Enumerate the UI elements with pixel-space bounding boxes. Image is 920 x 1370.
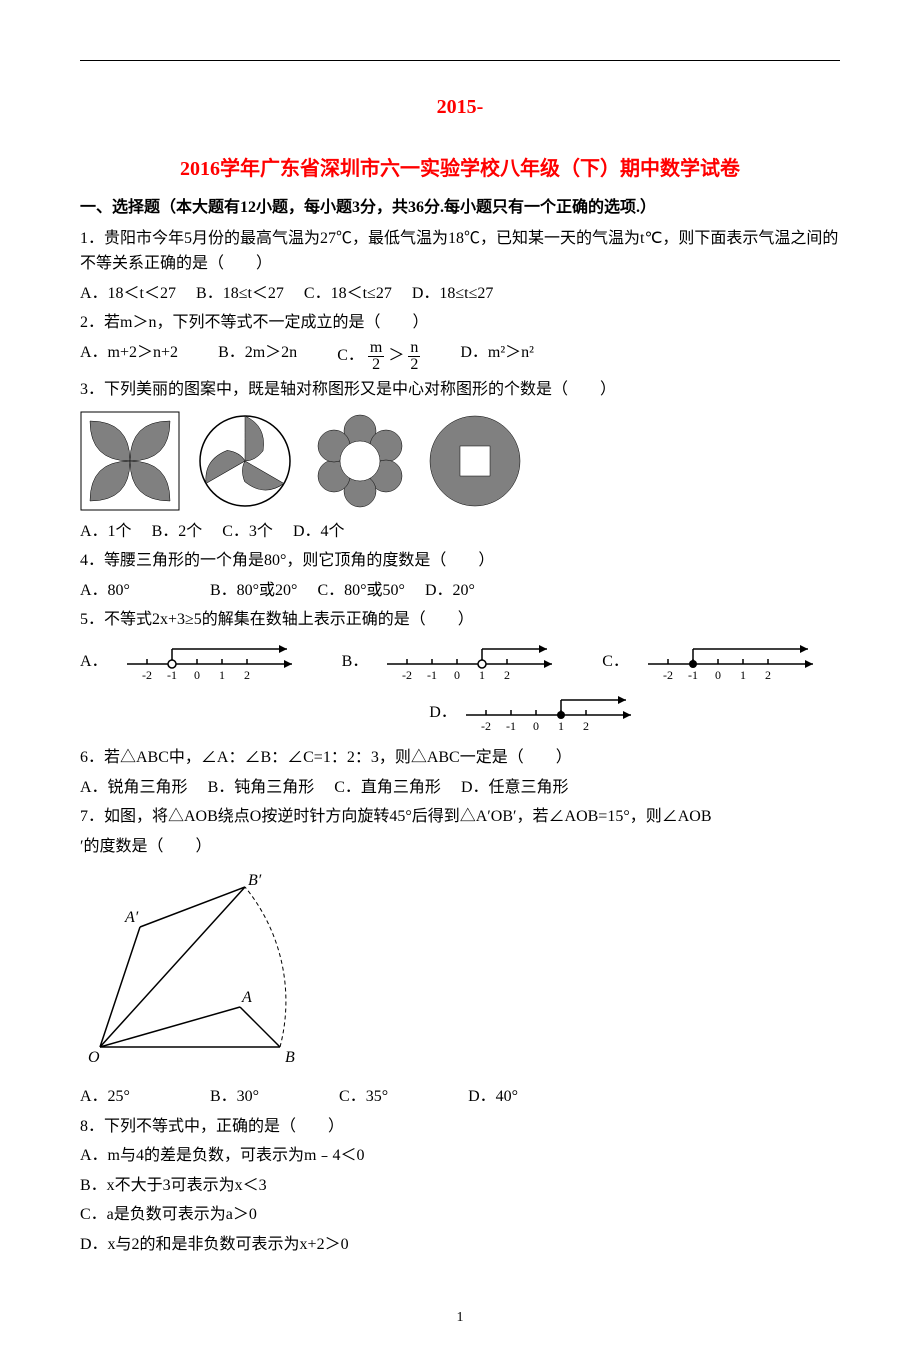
q4-optA: A．80°: [80, 578, 130, 604]
q8-optC: C．a是负数可表示为a＞0: [80, 1202, 840, 1228]
svg-text:0: 0: [715, 668, 721, 682]
svg-text:-2: -2: [402, 668, 412, 682]
svg-text:B′: B′: [248, 872, 262, 889]
svg-text:1: 1: [219, 668, 225, 682]
q4-optD: D．20°: [425, 578, 475, 604]
q2-frac1: m 2: [368, 340, 384, 373]
q7-optB: B．30°: [210, 1084, 259, 1110]
q1-options: A．18＜t＜27 B．18≤t＜27 C．18＜t≤27 D．18≤t≤27: [80, 281, 840, 307]
q4-options: A．80° B．80°或20° C．80°或50° D．20°: [80, 578, 840, 604]
q2-frac2-num: n: [408, 340, 420, 357]
svg-text:-2: -2: [663, 668, 673, 682]
svg-text:2: 2: [244, 668, 250, 682]
q5-labelB: B．: [342, 649, 369, 675]
q7-optC: C．35°: [339, 1084, 388, 1110]
q3-fig4: [425, 411, 525, 511]
q2-optA: A．m+2＞n+2: [80, 340, 178, 373]
q3-figures: [80, 411, 840, 511]
q5-nlC: -2 -1 0 1 2: [643, 639, 823, 684]
q7-text1: 7．如图，将△AOB绕点O按逆时针方向旋转45°后得到△A′OB′，若∠AOB=…: [80, 804, 840, 830]
q4-optC: C．80°或50°: [317, 578, 404, 604]
q1-text: 1．贵阳市今年5月份的最高气温为27℃，最低气温为18℃，已知某一天的气温为t℃…: [80, 226, 840, 277]
q3-optD: D．4个: [293, 519, 345, 545]
q2-frac2: n 2: [408, 340, 420, 373]
q7-figure: O B A A′ B′: [80, 867, 840, 1076]
q7-optD: D．40°: [468, 1084, 518, 1110]
q3-fig1: [80, 411, 180, 511]
svg-text:1: 1: [479, 668, 485, 682]
q4-text: 4．等腰三角形的一个角是80°，则它顶角的度数是（ ）: [80, 548, 840, 574]
q8-optB: B．x不大于3可表示为x＜3: [80, 1173, 840, 1199]
q5-row2: D． -2 -1 0 1 2: [230, 690, 840, 735]
svg-text:O: O: [88, 1049, 100, 1066]
svg-text:-2: -2: [481, 719, 491, 733]
q6-options: A．锐角三角形 B．钝角三角形 C．直角三角形 D．任意三角形: [80, 775, 840, 801]
svg-text:2: 2: [583, 719, 589, 733]
year-prefix: 2015-: [80, 91, 840, 123]
svg-text:A: A: [241, 989, 252, 1006]
q2-optC-prefix: C．: [337, 347, 364, 364]
q7-options: A．25° B．30° C．35° D．40°: [80, 1084, 840, 1110]
svg-text:0: 0: [194, 668, 200, 682]
svg-text:B: B: [285, 1049, 295, 1066]
section-1-header: 一、选择题（本大题有12小题，每小题3分，共36分.每小题只有一个正确的选项.）: [80, 195, 840, 221]
q2-optC: C． m 2 ＞ n 2: [337, 340, 420, 373]
q5-row1: A． -2 -1 0 1 2 B． -2 -1 0 1 2: [80, 639, 840, 684]
q1-optD: D．18≤t≤27: [412, 281, 494, 307]
svg-text:-1: -1: [167, 668, 177, 682]
q8-optD: D．x与2的和是非负数可表示为x+2＞0: [80, 1232, 840, 1258]
q5-nlA: -2 -1 0 1 2: [122, 639, 302, 684]
q2-options: A．m+2＞n+2 B．2m＞2n C． m 2 ＞ n 2 D．m²＞n²: [80, 340, 840, 373]
svg-text:A′: A′: [124, 909, 139, 926]
top-rule: [80, 60, 840, 61]
q3-optC: C．3个: [222, 519, 273, 545]
q2-optD: D．m²＞n²: [460, 340, 534, 373]
q8-optA: A．m与4的差是负数，可表示为m﹣4＜0: [80, 1143, 840, 1169]
page-number: 1: [80, 1307, 840, 1329]
svg-text:-1: -1: [427, 668, 437, 682]
q2-optC-mid: ＞: [388, 347, 404, 364]
q3-fig3: [310, 411, 410, 511]
q6-optB: B．钝角三角形: [208, 775, 315, 801]
q6-optA: A．锐角三角形: [80, 775, 188, 801]
q2-frac1-num: m: [368, 340, 384, 357]
exam-title: 2016学年广东省深圳市六一实验学校八年级（下）期中数学试卷: [80, 153, 840, 185]
svg-text:1: 1: [558, 719, 564, 733]
q6-optD: D．任意三角形: [461, 775, 569, 801]
q6-optC: C．直角三角形: [334, 775, 441, 801]
q1-optC: C．18＜t≤27: [304, 281, 392, 307]
q6-text: 6．若△ABC中，∠A：∠B：∠C=1：2：3，则△ABC一定是（ ）: [80, 745, 840, 771]
q7-text2: ′的度数是（ ）: [80, 834, 840, 860]
svg-text:0: 0: [533, 719, 539, 733]
q5-labelD: D．: [429, 700, 457, 726]
svg-text:2: 2: [504, 668, 510, 682]
svg-text:2: 2: [765, 668, 771, 682]
svg-text:0: 0: [454, 668, 460, 682]
q1-optB: B．18≤t＜27: [196, 281, 284, 307]
q3-optA: A．1个: [80, 519, 132, 545]
q8-text: 8．下列不等式中，正确的是（ ）: [80, 1114, 840, 1140]
q2-frac1-den: 2: [368, 357, 384, 373]
q4-optB: B．80°或20°: [210, 578, 297, 604]
q7-optA: A．25°: [80, 1084, 130, 1110]
q3-options: A．1个 B．2个 C．3个 D．4个: [80, 519, 840, 545]
q5-nlB: -2 -1 0 1 2: [382, 639, 562, 684]
q2-frac2-den: 2: [408, 357, 420, 373]
q3-text: 3．下列美丽的图案中，既是轴对称图形又是中心对称图形的个数是（ ）: [80, 377, 840, 403]
q5-nlD: -2 -1 0 1 2: [461, 690, 641, 735]
q1-optA: A．18＜t＜27: [80, 281, 176, 307]
q2-optB: B．2m＞2n: [218, 340, 297, 373]
svg-text:-1: -1: [688, 668, 698, 682]
svg-text:-2: -2: [142, 668, 152, 682]
q5-labelC: C．: [602, 649, 629, 675]
q3-optB: B．2个: [152, 519, 203, 545]
q5-text: 5．不等式2x+3≥5的解集在数轴上表示正确的是（ ）: [80, 607, 840, 633]
q2-text: 2．若m＞n，下列不等式不一定成立的是（ ）: [80, 310, 840, 336]
q3-fig2: [195, 411, 295, 511]
q5-labelA: A．: [80, 649, 108, 675]
svg-text:-1: -1: [506, 719, 516, 733]
svg-text:1: 1: [740, 668, 746, 682]
